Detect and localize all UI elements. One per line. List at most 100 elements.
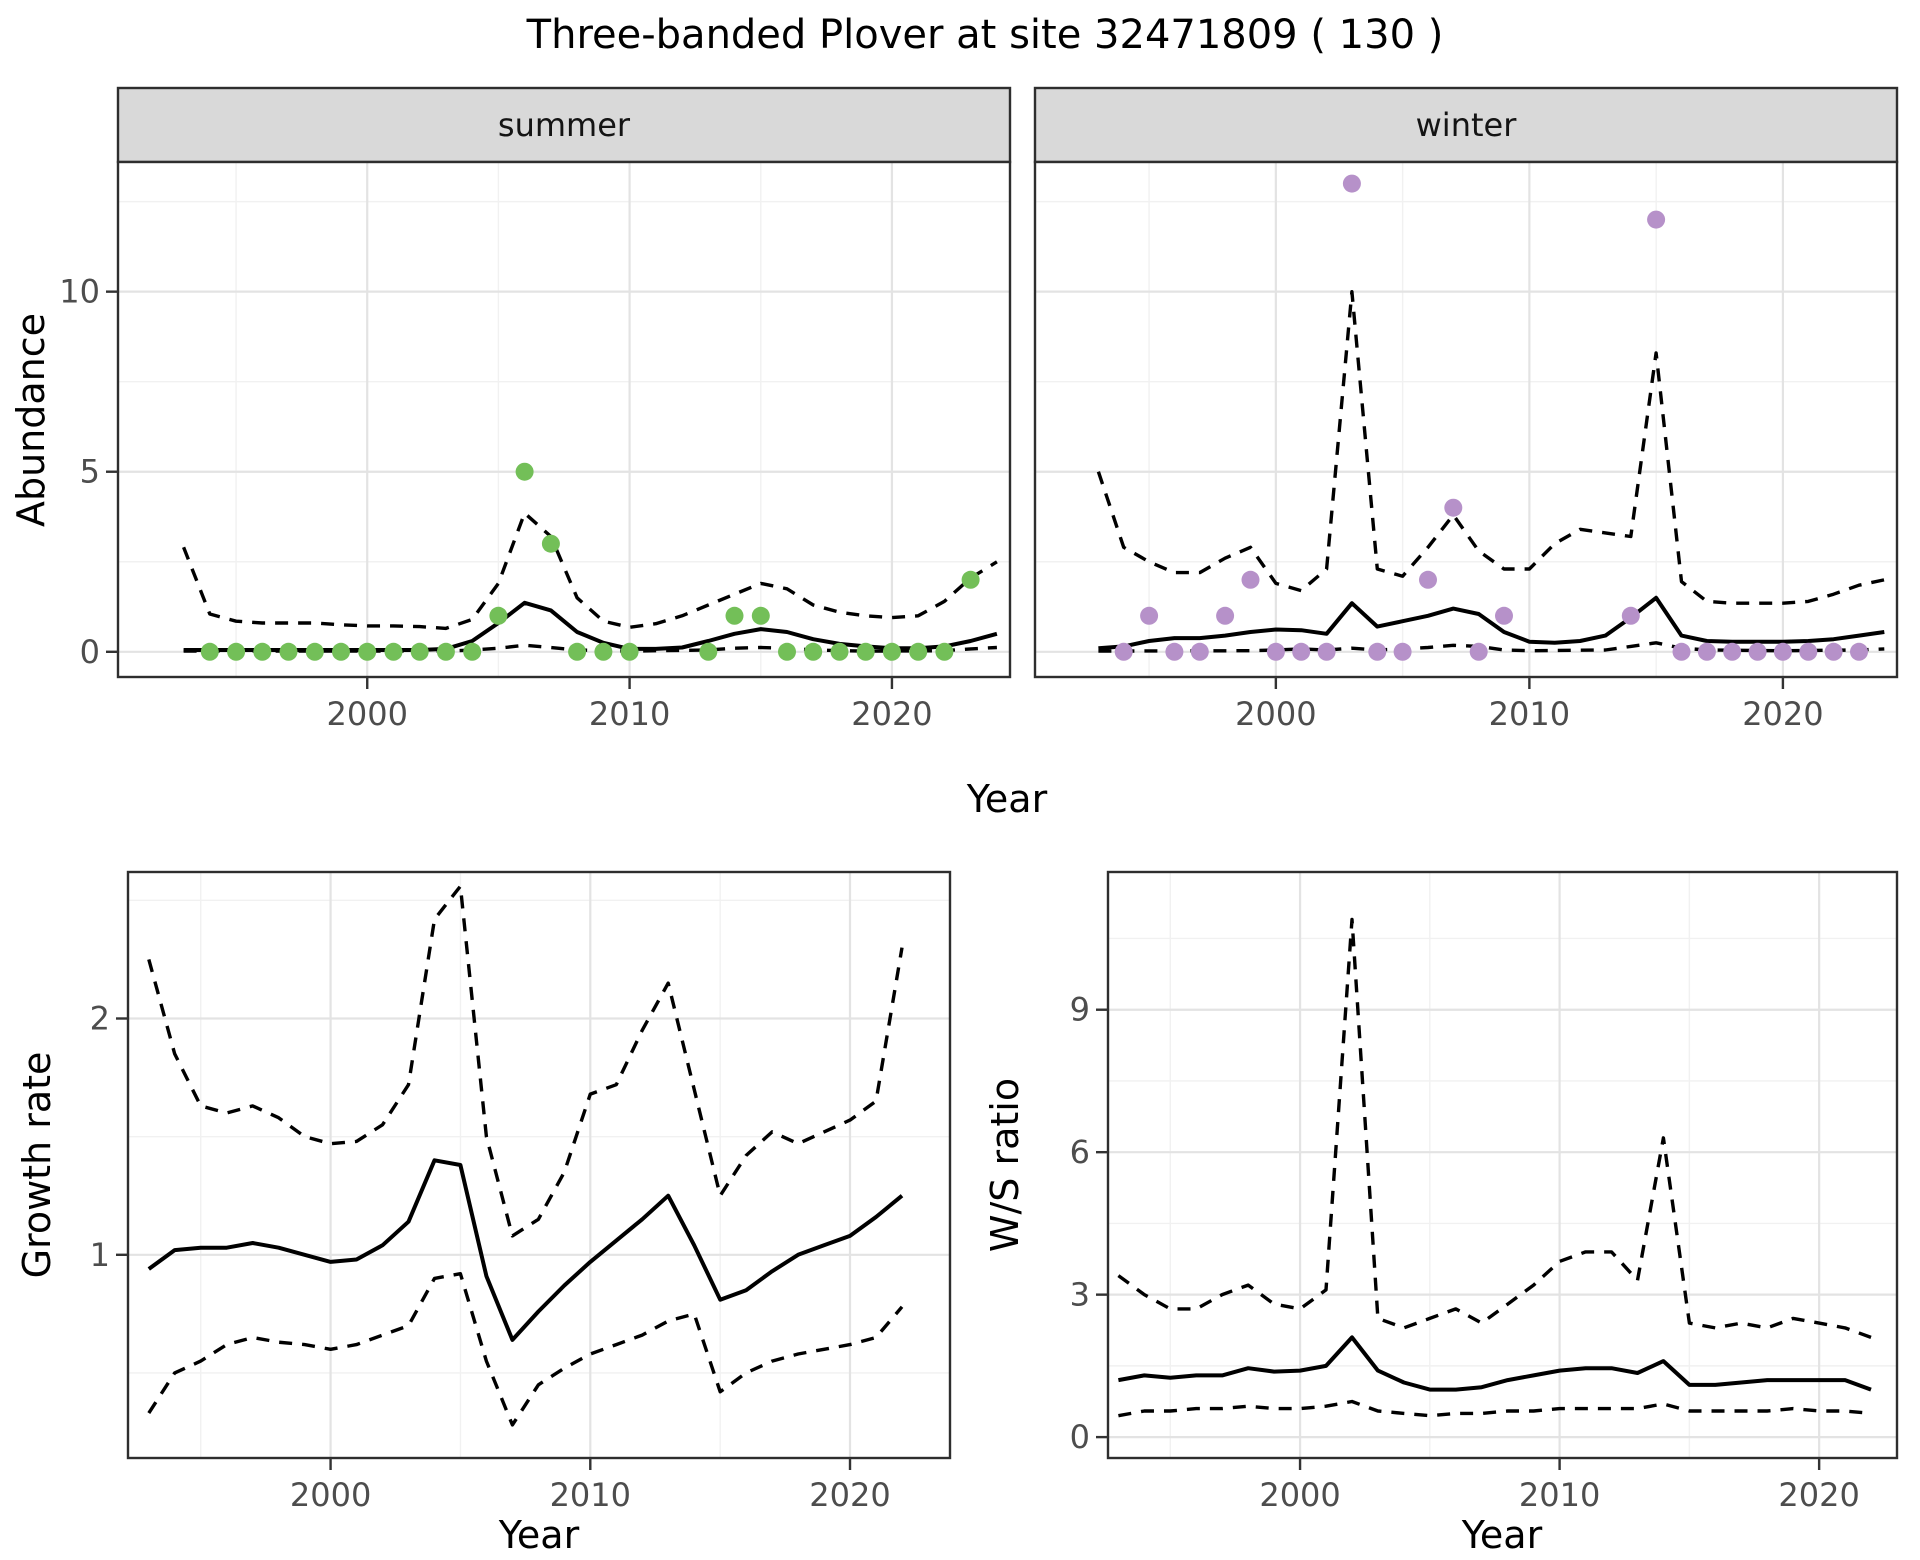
abundance-winter-data-point: [1241, 570, 1260, 589]
y-tick-label: 3: [1070, 1276, 1090, 1314]
abundance-summer-data-point: [778, 642, 796, 661]
abundance-winter-data-point: [1723, 642, 1742, 661]
top-x-axis-label: Year: [966, 777, 1048, 821]
facet-strip-summer-box: [116, 86, 1012, 164]
facet-strip-summer-label: summer: [498, 106, 631, 144]
abundance-winter-data-point: [1165, 642, 1184, 661]
x-tick-label: 2010: [1519, 1476, 1600, 1514]
abundance-winter-data-point: [1393, 642, 1412, 661]
abundance-summer-data-point: [961, 570, 980, 589]
facet-strip-winter: winter: [1033, 86, 1899, 164]
x-tick-label: 2020: [851, 695, 932, 733]
abundance-winter-data-point: [1773, 642, 1792, 661]
panel-growth-rate: 2000 2010 2020 1 2: [90, 870, 952, 1514]
abundance-summer-data-point: [489, 606, 508, 625]
facet-strip-winter-box: [1033, 86, 1899, 164]
abundance-winter-data-point: [1114, 642, 1133, 661]
y-tick-label: 9: [1070, 991, 1090, 1029]
abundance-summer-lower-ci-line: [183, 643, 997, 653]
abundance-summer-data-point: [594, 642, 613, 661]
abundance-summer-data-point: [332, 642, 350, 661]
abundance-summer-data-point: [830, 642, 849, 661]
y-tick-label: 10: [59, 273, 100, 311]
growth-rate-y-axis-label: Growth rate: [15, 1052, 59, 1279]
abundance-summer-data-point: [410, 642, 429, 661]
abundance-winter-data-point: [1292, 642, 1311, 661]
panel-abundance-winter: 2000 2010 2020: [1033, 160, 1899, 733]
x-tick-label: 2010: [589, 695, 670, 733]
growth-rate-upper-ci-line: [147, 884, 904, 1238]
abundance-winter-data-point: [1140, 606, 1159, 625]
abundance-summer-data-point: [384, 642, 403, 661]
abundance-summer-data-point: [253, 642, 272, 661]
x-tick-label: 2000: [327, 695, 408, 733]
abundance-winter-data-point: [1216, 606, 1235, 625]
abundance-winter-data-point: [1824, 642, 1843, 661]
x-tick-label: 2010: [550, 1476, 631, 1514]
abundance-summer-data-point: [515, 462, 534, 481]
abundance-winter-data-point: [1469, 642, 1488, 661]
abundance-summer-data-point: [541, 534, 560, 553]
abundance-summer-data-point: [909, 642, 928, 661]
growth-x-axis-label: Year: [498, 1513, 580, 1557]
abundance-winter-data-point: [1190, 642, 1209, 661]
growth-rate-panel-background: [128, 872, 950, 1458]
panel-abundance-summer: 2000 2010 2020 0 5 10: [59, 160, 1012, 733]
abundance-winter-data-point: [1748, 642, 1767, 661]
x-tick-label: 2020: [1742, 695, 1823, 733]
x-tick-label: 2000: [290, 1476, 371, 1514]
growth-rate-fit-line: [147, 1158, 904, 1342]
ws-ratio-panel-background: [1108, 872, 1897, 1458]
growth-rate-content: [147, 884, 904, 1427]
abundance-summer-data-point: [804, 642, 823, 661]
x-tick-label: 2000: [1259, 1476, 1340, 1514]
ws-ratio-upper-ci-line: [1117, 917, 1872, 1339]
abundance-winter-data-point: [1317, 642, 1336, 661]
abundance-winter-data-point: [1850, 642, 1868, 661]
abundance-winter-data-point: [1495, 606, 1513, 625]
x-tick-label: 2010: [1489, 695, 1570, 733]
abundance-winter-data-point: [1697, 642, 1716, 661]
y-tick-label: 6: [1070, 1133, 1090, 1171]
abundance-summer-panel-background: [118, 162, 1010, 677]
abundance-summer-panel-border: [116, 160, 1012, 679]
panel-ws-ratio: 2000 2010 2020 0 3 6 9: [1070, 870, 1899, 1514]
abundance-summer-data-point: [358, 642, 377, 661]
ws-ratio-lower-ci-line: [1118, 1399, 1872, 1418]
plot-title: Three-banded Plover at site 32471809 ( 1…: [526, 12, 1444, 58]
abundance-winter-data-point: [1266, 642, 1285, 661]
growth-rate-lower-ci-line: [147, 1272, 904, 1427]
abundance-winter-data-point: [1342, 174, 1361, 193]
abundance-summer-data-point: [200, 642, 219, 661]
abundance-winter-panel-background: [1035, 162, 1897, 677]
ws-ratio-fit-line: [1118, 1335, 1872, 1392]
ws-ratio-panel-border: [1106, 870, 1899, 1460]
abundance-summer-data-point: [725, 606, 744, 625]
x-tick-label: 2020: [1778, 1476, 1859, 1514]
abundance-summer-data-point: [568, 642, 587, 661]
abundance-summer-upper-ci-line: [182, 511, 998, 631]
abundance-summer-data-point: [227, 642, 246, 661]
abundance-winter-panel-border: [1033, 160, 1899, 679]
abundance-summer-data-point: [882, 642, 901, 661]
abundance-summer-data-point: [305, 642, 324, 661]
abundance-summer-data-point: [699, 642, 718, 661]
y-tick-label: 5: [80, 453, 100, 491]
ws-ratio-content: [1117, 917, 1872, 1418]
abundance-summer-data-point: [436, 642, 455, 661]
y-tick-label: 0: [1070, 1418, 1090, 1456]
abundance-winter-fit-line: [1098, 595, 1885, 651]
abundance-summer-data-point: [751, 606, 770, 625]
abundance-winter-data-point: [1419, 570, 1437, 589]
ws-x-axis-label: Year: [1461, 1513, 1543, 1557]
abundance-winter-data-point: [1799, 642, 1818, 661]
y-tick-label: 2: [90, 1000, 110, 1038]
abundance-summer-data-point: [279, 642, 298, 661]
abundance-winter-upper-ci-line: [1096, 290, 1885, 605]
abundance-summer-content: [182, 462, 998, 661]
abundance-winter-data-point: [1672, 642, 1691, 661]
x-tick-label: 2000: [1235, 695, 1316, 733]
facet-strip-summer: summer: [116, 86, 1012, 164]
y-tick-label: 0: [80, 633, 100, 671]
